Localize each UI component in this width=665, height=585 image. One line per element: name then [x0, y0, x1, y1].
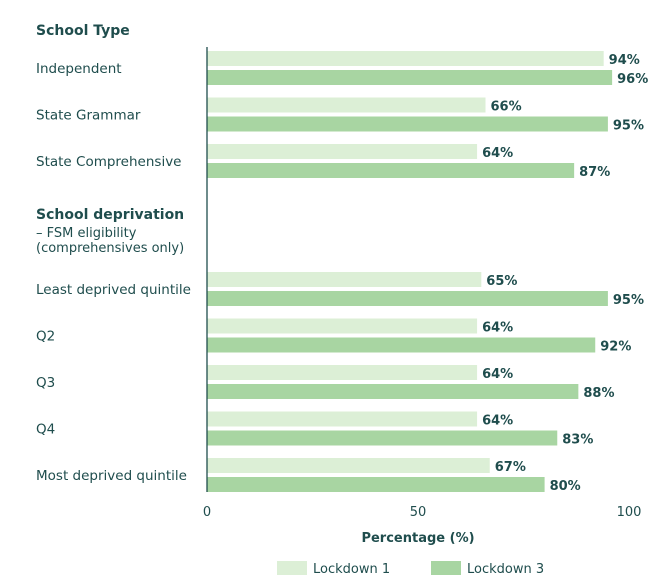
bar — [207, 318, 478, 334]
data-label: 64% — [482, 367, 513, 382]
bar — [207, 337, 596, 353]
category-label: Q2 — [36, 329, 55, 345]
bar — [207, 430, 558, 446]
category-label: Least deprived quintile — [36, 282, 191, 298]
x-tick-label: 0 — [203, 505, 211, 520]
bar — [207, 163, 575, 178]
section-subtitle: – FSM eligibility — [36, 226, 137, 241]
bar — [207, 477, 545, 492]
x-tick-label: 100 — [617, 505, 642, 520]
x-axis-title: Percentage (%) — [361, 531, 474, 546]
bar — [207, 116, 608, 132]
bar — [207, 272, 482, 287]
bar — [207, 411, 478, 427]
bar — [207, 97, 486, 113]
data-label: 80% — [550, 479, 581, 494]
data-label: 95% — [613, 293, 644, 308]
bar — [207, 384, 579, 399]
data-label: 67% — [495, 460, 526, 475]
category-label: Most deprived quintile — [36, 468, 187, 484]
data-label: 87% — [579, 165, 610, 180]
bar — [207, 70, 613, 85]
legend-swatch — [431, 561, 461, 575]
category-label: Independent — [36, 61, 122, 77]
data-label: 94% — [609, 53, 640, 68]
legend-swatch — [277, 561, 307, 575]
data-label: 64% — [482, 414, 513, 429]
category-label: State Comprehensive — [36, 154, 182, 170]
legend-label: Lockdown 3 — [467, 562, 544, 577]
category-label: Q3 — [36, 375, 55, 391]
bar — [207, 458, 490, 473]
x-tick-label: 50 — [410, 505, 427, 520]
category-label: Q4 — [36, 422, 55, 438]
bar — [207, 365, 478, 380]
data-label: 96% — [617, 72, 648, 87]
data-label: 64% — [482, 321, 513, 336]
section-title: School Type — [36, 23, 130, 39]
data-label: 95% — [613, 119, 644, 134]
data-label: 88% — [583, 386, 614, 401]
category-label: State Grammar — [36, 108, 141, 124]
bar — [207, 291, 608, 306]
data-label: 65% — [486, 274, 517, 289]
bar — [207, 51, 604, 66]
section-subtitle: (comprehensives only) — [36, 241, 184, 256]
data-label: 66% — [491, 100, 522, 115]
section-title: School deprivation — [36, 207, 184, 223]
data-label: 64% — [482, 146, 513, 161]
data-label: 92% — [600, 340, 631, 355]
data-label: 83% — [562, 433, 593, 448]
legend-label: Lockdown 1 — [313, 562, 390, 577]
bar — [207, 144, 478, 159]
